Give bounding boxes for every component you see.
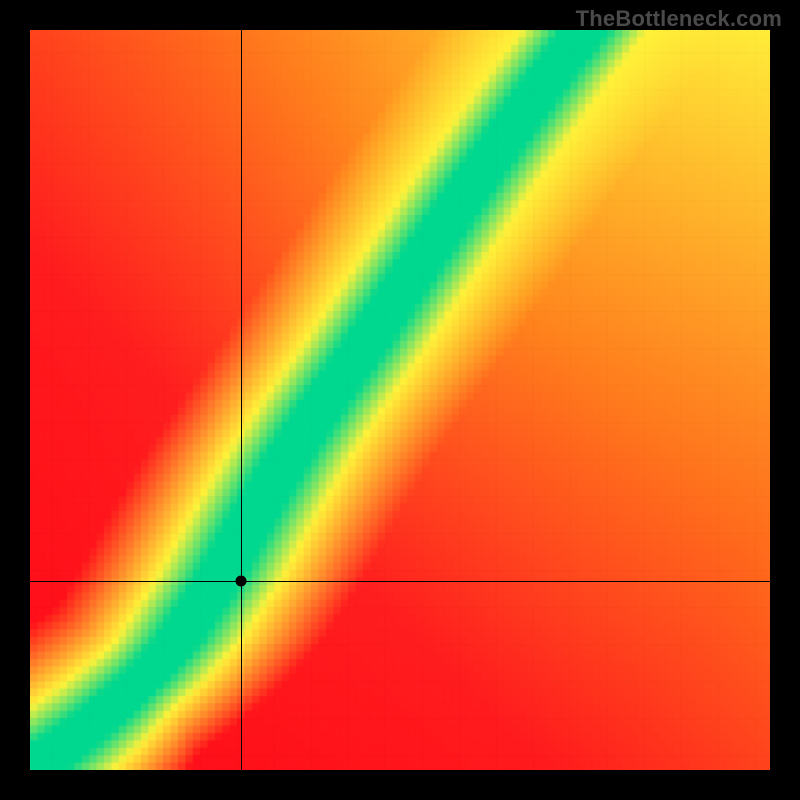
crosshair-vertical xyxy=(241,30,242,770)
heatmap-plot xyxy=(30,30,770,770)
selection-marker xyxy=(235,575,246,586)
heatmap-canvas xyxy=(30,30,770,770)
crosshair-horizontal xyxy=(30,581,770,582)
watermark-label: TheBottleneck.com xyxy=(576,6,782,32)
